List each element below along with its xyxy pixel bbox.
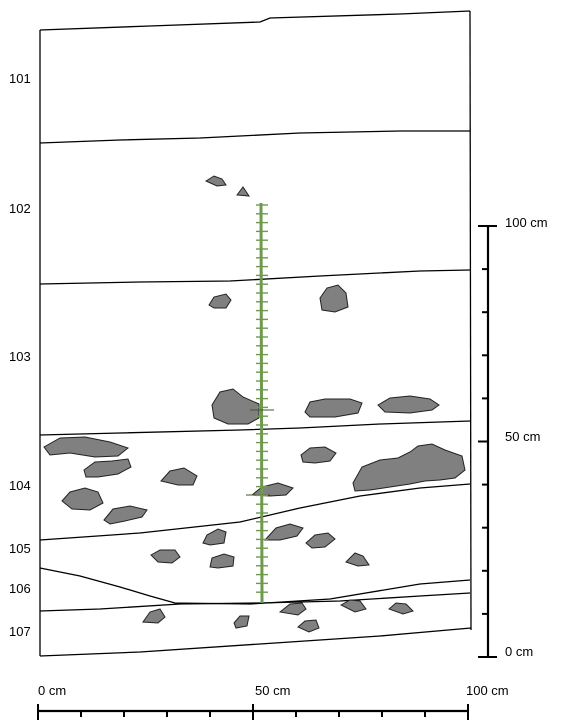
layer-labels: 101 102 103 104 105 106 107	[9, 71, 31, 639]
boundary-104-105	[39, 483, 471, 541]
stone	[208, 293, 232, 309]
stone	[352, 443, 466, 492]
section-bottom-edge	[39, 627, 472, 657]
layer-boundaries	[39, 130, 471, 612]
horizontal-scale-label-0: 0 cm	[38, 683, 66, 698]
boundary-102-103	[39, 269, 471, 285]
stone	[305, 532, 336, 549]
stone	[339, 599, 367, 613]
stone	[300, 446, 337, 464]
root-main-line	[259, 202, 264, 604]
stone	[233, 615, 250, 629]
stone	[61, 487, 104, 511]
stone	[278, 602, 307, 616]
stones	[43, 175, 466, 633]
boundary-101-102	[39, 130, 470, 144]
stone	[250, 482, 294, 497]
stone	[202, 528, 227, 546]
stone	[43, 436, 130, 458]
stone	[388, 602, 414, 615]
stone	[297, 619, 320, 633]
boundary-106-107	[39, 592, 471, 612]
stone	[150, 549, 181, 564]
horizontal-scale-label-100: 100 cm	[466, 683, 509, 698]
stone	[377, 395, 440, 414]
stone	[304, 398, 363, 418]
stone	[236, 186, 250, 197]
vertical-scale-label-50: 50 cm	[505, 429, 540, 444]
layer-label-105: 105	[9, 541, 31, 556]
layer-label-103: 103	[9, 349, 31, 364]
stone	[83, 458, 132, 478]
boundary-103-104	[39, 420, 471, 436]
layer-label-102: 102	[9, 201, 31, 216]
layer-label-106: 106	[9, 581, 31, 596]
section-right-edge	[469, 10, 472, 631]
stone	[142, 608, 166, 624]
vertical-scale-label-100: 100 cm	[505, 215, 548, 230]
vertical-scale: 100 cm 50 cm 0 cm	[478, 215, 548, 659]
vertical-scale-label-0: 0 cm	[505, 644, 533, 659]
stone	[160, 467, 198, 486]
stone	[103, 505, 148, 525]
stone	[345, 552, 370, 567]
layer-label-104: 104	[9, 478, 31, 493]
section-outline	[39, 10, 472, 657]
layer-label-107: 107	[9, 624, 31, 639]
stone	[209, 553, 235, 569]
section-top-edge	[39, 10, 471, 31]
stone	[211, 388, 260, 425]
boundary-105-106	[39, 567, 471, 605]
horizontal-scale-label-50: 50 cm	[255, 683, 290, 698]
stone	[319, 284, 349, 313]
root-profile	[246, 202, 274, 604]
horizontal-scale: 0 cm 50 cm 100 cm	[37, 683, 509, 720]
stone	[204, 175, 227, 187]
layer-label-101: 101	[9, 71, 31, 86]
stone	[263, 523, 304, 541]
